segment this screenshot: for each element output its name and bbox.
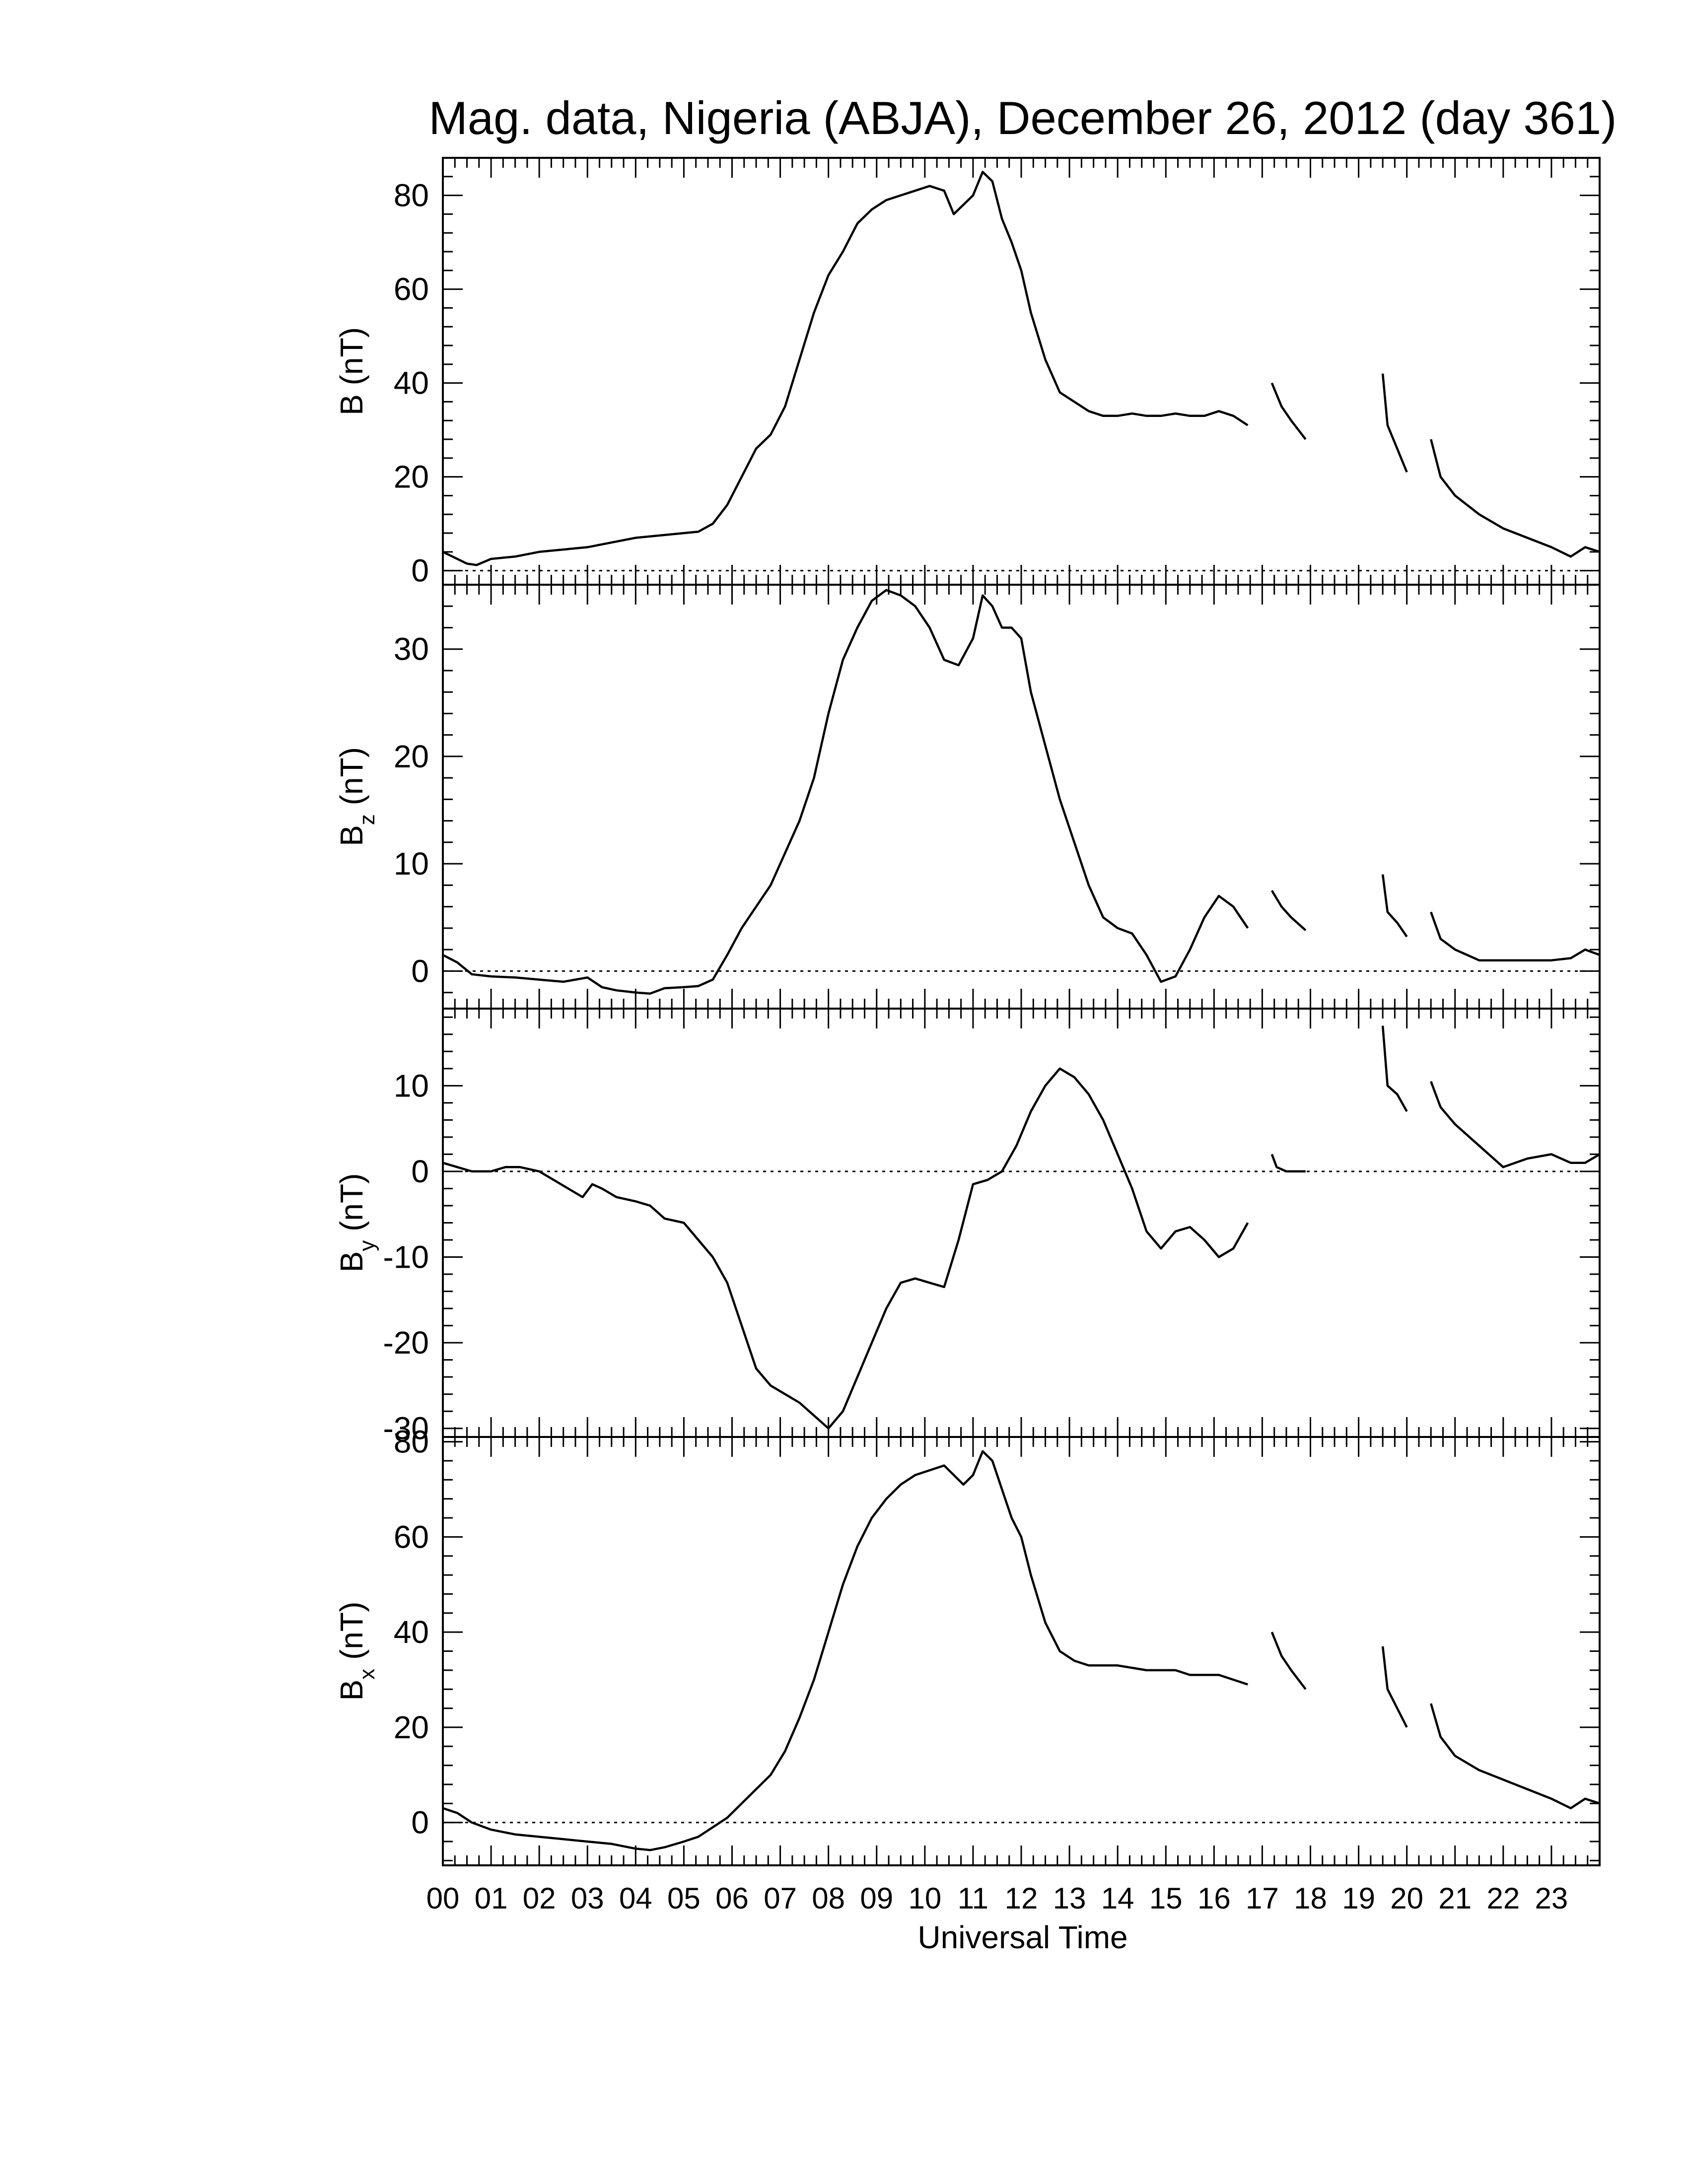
panel-B: 0 20 40 60 80 B (nT): [334, 157, 1601, 589]
y-axis-label-unit: (nT): [334, 1173, 369, 1240]
panel-Bz: 0 10 20 30 Bz (nT): [334, 584, 1601, 1010]
x-tick-label: 10: [908, 1882, 941, 1915]
series-line-By-2: [1381, 1025, 1408, 1112]
y-tick-label: 60: [394, 272, 429, 307]
x-tick-label: 05: [667, 1882, 701, 1915]
y-axis-label: By (nT): [334, 1173, 379, 1273]
y-axis-label-main: B: [334, 1251, 369, 1273]
x-tick-label: 06: [715, 1882, 749, 1915]
x-tick-label: 01: [475, 1882, 508, 1915]
series-line-By-1: [1270, 1154, 1306, 1173]
x-tick-label: 20: [1390, 1882, 1423, 1915]
series-line-Bz-3: [1430, 911, 1600, 961]
series-line-By-0: [442, 1067, 1249, 1430]
series-line-B-3: [1430, 439, 1600, 558]
x-tick-label: 21: [1438, 1882, 1472, 1915]
series-line-B-2: [1381, 373, 1408, 473]
y-tick-label: 40: [394, 1614, 429, 1650]
series-line-B-0: [442, 171, 1249, 566]
x-ticks: [442, 1437, 1601, 1865]
y-tick-label: 40: [394, 365, 429, 401]
x-tick-label: 07: [764, 1882, 797, 1915]
x-ticks: [442, 158, 1601, 585]
y-tick-label: -10: [383, 1239, 429, 1275]
x-tick-label: 11: [958, 1882, 988, 1915]
x-tick-label: 00: [426, 1882, 460, 1915]
x-tick-label: 08: [812, 1882, 845, 1915]
y-axis-label: Bx (nT): [334, 1602, 379, 1701]
series-line-By-3: [1430, 1081, 1601, 1168]
panel-By: -30 -20 -10 0 10 By (nT): [334, 1008, 1601, 1446]
series-line-Bx-3: [1430, 1703, 1600, 1810]
y-tick-label: -30: [383, 1411, 429, 1446]
panel-frame: [442, 1436, 1601, 1866]
y-axis-label: B (nT): [334, 327, 369, 415]
y-axis-label-subscript: y: [355, 1240, 379, 1251]
y-axis-label-main: B: [334, 1680, 369, 1701]
y-tick-label: 80: [394, 178, 429, 213]
y-tick-label: 20: [394, 739, 429, 774]
series-line-Bx-2: [1381, 1646, 1408, 1728]
panels-layer: 0 20 40 60 80 B (nT) 0 10 20 30 Bz (nT) -30 -20 -10 0 1…: [334, 157, 1601, 1866]
y-axis-label-unit: (nT): [334, 327, 369, 394]
chart-title: Mag. data, Nigeria (ABJA), December 26, …: [429, 92, 1617, 144]
panel-Bx: 0 20 40 60 80 Bx (nT): [334, 1424, 1601, 1866]
y-tick-label: 20: [394, 1709, 429, 1745]
y-axis-label-main: B: [334, 394, 369, 415]
y-tick-label: 20: [394, 459, 429, 495]
y-tick-label: 0: [411, 553, 429, 589]
y-tick-label: 10: [394, 846, 429, 882]
y-axis-label: Bz (nT): [334, 747, 379, 846]
y-axis-label-subscript: x: [355, 1669, 379, 1680]
y-axis-label-unit: (nT): [334, 1602, 369, 1669]
y-tick-label: -20: [383, 1325, 429, 1361]
x-tick-label: 15: [1149, 1882, 1183, 1915]
x-tick-label: 02: [523, 1882, 556, 1915]
y-tick-label: 0: [411, 953, 429, 989]
y-axis-label-main: B: [334, 825, 369, 846]
y-axis-label-unit: (nT): [334, 747, 369, 814]
x-tick-label: 03: [571, 1882, 604, 1915]
y-tick-label: 10: [394, 1068, 429, 1103]
x-tick-label: 12: [1005, 1882, 1038, 1915]
y-tick-label: 60: [394, 1519, 429, 1555]
series-line-Bx-0: [442, 1450, 1249, 1851]
x-tick-label: 09: [860, 1882, 893, 1915]
x-tick-label: 22: [1486, 1882, 1520, 1915]
x-tick-label: 17: [1246, 1882, 1279, 1915]
x-tick-label: 19: [1342, 1882, 1375, 1915]
y-tick-label: 30: [394, 631, 429, 667]
series-line-Bz-0: [442, 589, 1249, 995]
x-ticks: [442, 585, 1601, 1009]
x-axis-label: Universal Time: [917, 1919, 1127, 1955]
series-line-Bz-1: [1270, 890, 1307, 931]
y-tick-label: 80: [394, 1424, 429, 1460]
x-tick-label: 14: [1101, 1882, 1134, 1915]
y-axis-label-subscript: z: [355, 814, 379, 825]
x-tick-labels: 00 01 02 03 04 05 06 07 08 09 10 11 12 13 14 15 16 17 18 19…: [426, 1882, 1568, 1915]
y-tick-label: 0: [411, 1154, 429, 1189]
series-line-Bz-2: [1381, 874, 1408, 938]
series-line-Bx-1: [1270, 1632, 1307, 1690]
series-line-B-1: [1270, 382, 1307, 440]
x-tick-label: 16: [1197, 1882, 1231, 1915]
x-tick-label: 23: [1535, 1882, 1568, 1915]
y-tick-label: 0: [411, 1805, 429, 1841]
x-tick-label: 18: [1294, 1882, 1327, 1915]
x-tick-label: 04: [619, 1882, 652, 1915]
x-tick-label: 13: [1053, 1882, 1086, 1915]
